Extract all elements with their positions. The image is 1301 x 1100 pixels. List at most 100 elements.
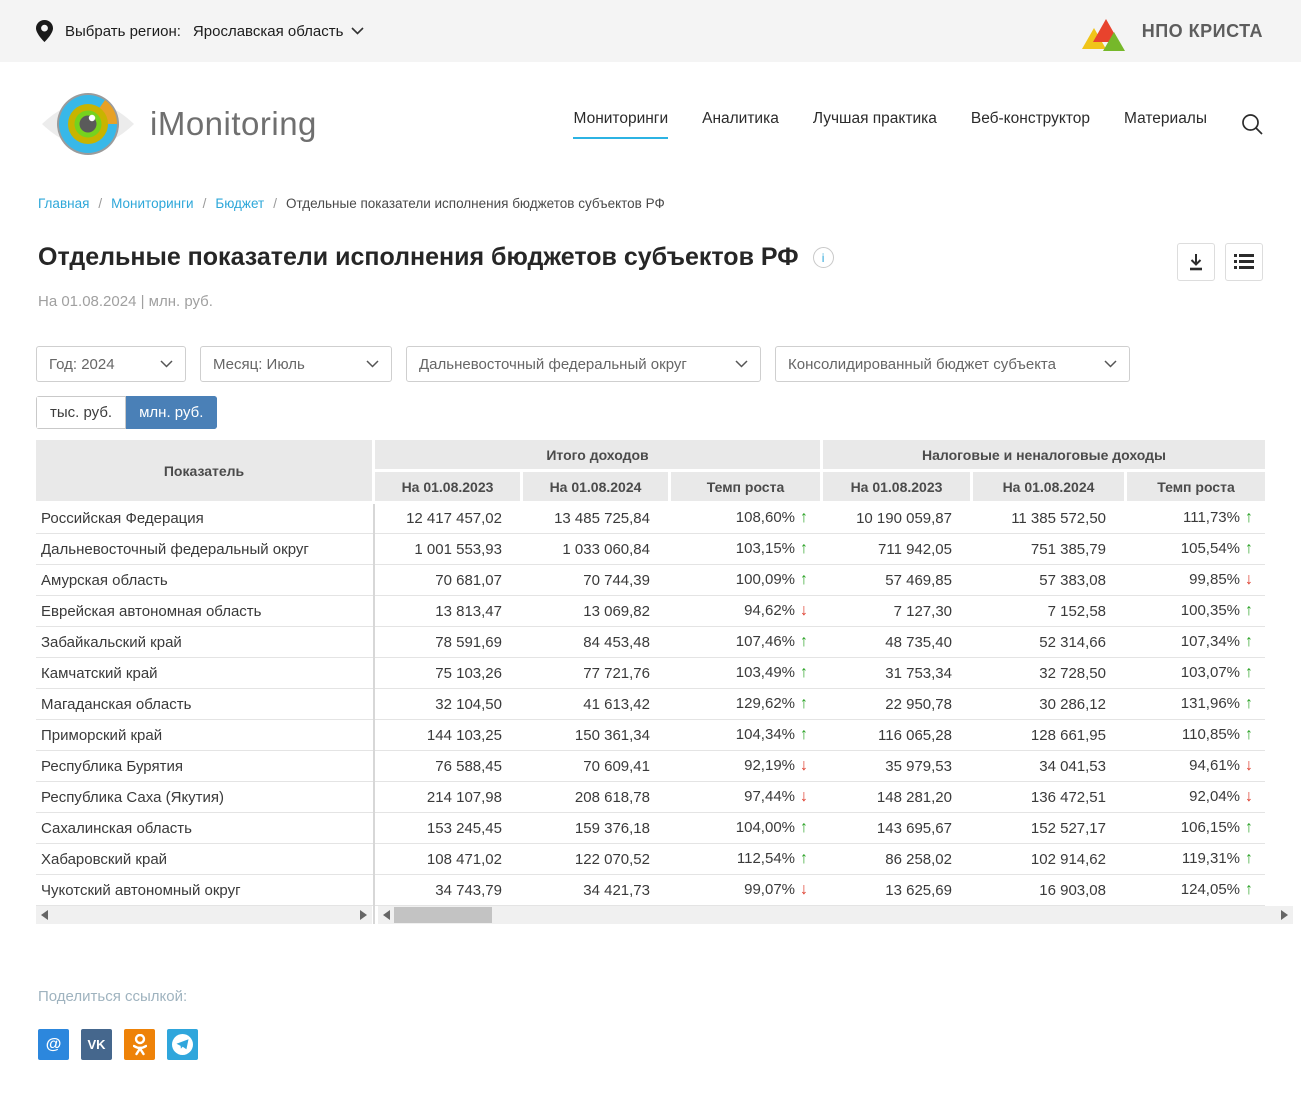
- trend-up-icon: ↑: [1245, 633, 1253, 650]
- trend-up-icon: ↑: [800, 850, 808, 867]
- share-vk-button[interactable]: VK: [81, 1029, 112, 1060]
- main-nav: Мониторинги Аналитика Лучшая практика Ве…: [573, 110, 1263, 139]
- nav-monitorings[interactable]: Мониторинги: [573, 110, 668, 139]
- trend-up-icon: ↑: [1245, 726, 1253, 743]
- row-tax-2024: 102 914,62: [973, 851, 1124, 868]
- row-tax-2023: 116 065,28: [823, 727, 970, 744]
- row-tax-growth: 92,04%↓: [1127, 788, 1265, 806]
- row-tax-2023: 57 469,85: [823, 572, 970, 589]
- table-row[interactable]: Камчатский край75 103,2677 721,76103,49%…: [36, 658, 1265, 689]
- row-tax-2023: 148 281,20: [823, 789, 970, 806]
- row-total-growth: 99,07%↓: [671, 881, 820, 899]
- share-buttons: @ VK: [38, 1029, 1263, 1060]
- imonitoring-logo[interactable]: iMonitoring: [40, 88, 317, 160]
- nav-web-constructor[interactable]: Веб-конструктор: [971, 110, 1090, 139]
- trend-up-icon: ↑: [1245, 695, 1253, 712]
- row-total-growth: 104,34%↑: [671, 726, 820, 744]
- indicator-scrollbar[interactable]: [36, 906, 372, 924]
- row-total-growth: 103,15%↑: [671, 540, 820, 558]
- table-row[interactable]: Республика Бурятия76 588,4570 609,4192,1…: [36, 751, 1265, 782]
- month-select-value: Месяц: Июль: [213, 356, 305, 373]
- row-tax-growth: 107,34%↑: [1127, 633, 1265, 651]
- units-millions-button[interactable]: млн. руб.: [126, 396, 217, 429]
- krista-triangles-icon: [1082, 11, 1132, 51]
- crumb-home[interactable]: Главная: [38, 196, 89, 211]
- table-row[interactable]: Приморский край144 103,25150 361,34104,3…: [36, 720, 1265, 751]
- trend-down-icon: ↓: [1245, 757, 1253, 774]
- row-tax-2023: 31 753,34: [823, 665, 970, 682]
- group-header-total-income: Итого доходов: [375, 440, 820, 469]
- data-scrollbar[interactable]: [378, 906, 1293, 924]
- row-total-2024: 150 361,34: [523, 727, 668, 744]
- region-selector[interactable]: Ярославская область: [193, 23, 364, 40]
- nav-best-practice[interactable]: Лучшая практика: [813, 110, 937, 139]
- row-total-2024: 84 453,48: [523, 634, 668, 651]
- region-value: Ярославская область: [193, 23, 343, 40]
- nav-materials[interactable]: Материалы: [1124, 110, 1207, 139]
- scrollbar-thumb[interactable]: [394, 907, 492, 923]
- row-total-2023: 12 417 457,02: [375, 510, 520, 527]
- row-tax-2023: 86 258,02: [823, 851, 970, 868]
- table-row[interactable]: Магаданская область32 104,5041 613,42129…: [36, 689, 1265, 720]
- row-tax-2024: 751 385,79: [973, 541, 1124, 558]
- budget-type-select[interactable]: Консолидированный бюджет субъекта: [775, 346, 1130, 382]
- trend-down-icon: ↓: [800, 881, 808, 898]
- scroll-right-icon[interactable]: [1281, 910, 1288, 920]
- month-select[interactable]: Месяц: Июль: [200, 346, 392, 382]
- row-total-2024: 13 069,82: [523, 603, 668, 620]
- row-tax-2024: 34 041,53: [973, 758, 1124, 775]
- chevron-down-icon: [366, 360, 379, 368]
- share-telegram-button[interactable]: [167, 1029, 198, 1060]
- table-row[interactable]: Республика Саха (Якутия)214 107,98208 61…: [36, 782, 1265, 813]
- info-icon[interactable]: i: [813, 247, 834, 268]
- share-odnoklassniki-button[interactable]: [124, 1029, 155, 1060]
- table-row[interactable]: Хабаровский край108 471,02122 070,52112,…: [36, 844, 1265, 875]
- table-row[interactable]: Российская Федерация12 417 457,0213 485 …: [36, 503, 1265, 534]
- table-row[interactable]: Еврейская автономная область13 813,4713 …: [36, 596, 1265, 627]
- subheader-tax-growth: Темп роста: [1127, 472, 1265, 501]
- download-icon: [1187, 253, 1205, 271]
- row-total-growth: 107,46%↑: [671, 633, 820, 651]
- table-row[interactable]: Забайкальский край78 591,6984 453,48107,…: [36, 627, 1265, 658]
- trend-up-icon: ↑: [800, 633, 808, 650]
- year-select[interactable]: Год: 2024: [36, 346, 186, 382]
- search-icon[interactable]: [1241, 113, 1263, 135]
- row-total-2024: 34 421,73: [523, 882, 668, 899]
- download-button[interactable]: [1177, 243, 1215, 281]
- scroll-left-icon[interactable]: [41, 910, 48, 920]
- trend-down-icon: ↓: [1245, 571, 1253, 588]
- row-total-2024: 41 613,42: [523, 696, 668, 713]
- table-row[interactable]: Дальневосточный федеральный округ1 001 5…: [36, 534, 1265, 565]
- scroll-right-icon[interactable]: [360, 910, 367, 920]
- crumb-budget[interactable]: Бюджет: [215, 196, 264, 211]
- table-row[interactable]: Чукотский автономный округ34 743,7934 42…: [36, 875, 1265, 906]
- row-indicator: Российская Федерация: [36, 510, 372, 527]
- list-view-button[interactable]: [1225, 243, 1263, 281]
- row-indicator: Сахалинская область: [36, 820, 372, 837]
- row-total-2024: 70 744,39: [523, 572, 668, 589]
- subheader-total-growth: Темп роста: [671, 472, 820, 501]
- crumb-monitorings[interactable]: Мониторинги: [111, 196, 193, 211]
- row-tax-growth: 111,73%↑: [1127, 509, 1265, 527]
- budget-table: Показатель Итого доходов Налоговые и нен…: [36, 440, 1265, 924]
- row-tax-2024: 16 903,08: [973, 882, 1124, 899]
- scroll-left-icon[interactable]: [383, 910, 390, 920]
- row-total-2023: 144 103,25: [375, 727, 520, 744]
- row-total-2023: 32 104,50: [375, 696, 520, 713]
- nav-analytics[interactable]: Аналитика: [702, 110, 779, 139]
- row-total-2023: 76 588,45: [375, 758, 520, 775]
- units-thousands-button[interactable]: тыс. руб.: [36, 396, 126, 429]
- row-tax-growth: 94,61%↓: [1127, 757, 1265, 775]
- row-tax-2024: 30 286,12: [973, 696, 1124, 713]
- table-row[interactable]: Амурская область70 681,0770 744,39100,09…: [36, 565, 1265, 596]
- table-row[interactable]: Сахалинская область153 245,45159 376,181…: [36, 813, 1265, 844]
- share-mailru-button[interactable]: @: [38, 1029, 69, 1060]
- odnoklassniki-icon: [133, 1034, 147, 1056]
- row-tax-growth: 106,15%↑: [1127, 819, 1265, 837]
- list-icon: [1234, 254, 1254, 270]
- row-tax-2024: 32 728,50: [973, 665, 1124, 682]
- row-tax-growth: 124,05%↑: [1127, 881, 1265, 899]
- row-total-2024: 13 485 725,84: [523, 510, 668, 527]
- column-header-indicator: Показатель: [36, 440, 372, 501]
- district-select[interactable]: Дальневосточный федеральный округ: [406, 346, 761, 382]
